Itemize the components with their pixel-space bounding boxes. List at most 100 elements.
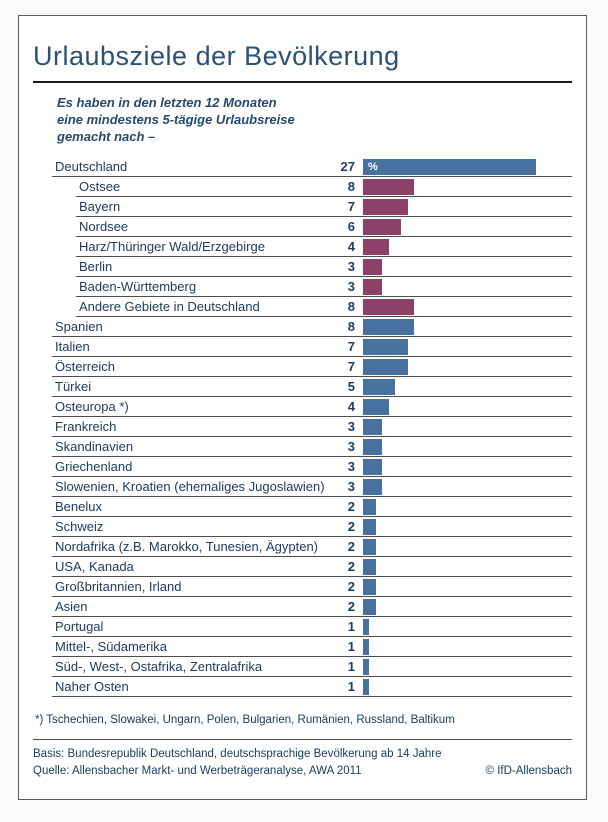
row-label: Asien [55, 599, 88, 614]
row-bar [363, 578, 376, 595]
row-bar-track [363, 438, 572, 455]
row-bar-track [363, 498, 572, 515]
row-label: Andere Gebiete in Deutschland [79, 299, 260, 314]
row-value: 3 [347, 439, 355, 454]
chart-row: Italien 7 [52, 337, 572, 357]
chart-row: Berlin 3 [76, 257, 572, 277]
row-value: 7 [347, 199, 355, 214]
row-bar-track [363, 338, 572, 355]
percent-sign: % [368, 160, 378, 173]
copyright-text: © IfD-Allensbach [485, 765, 572, 777]
row-label: Italien [55, 339, 90, 354]
chart-subtitle: Es haben in den letzten 12 Monaten eine … [57, 95, 295, 144]
row-value: 2 [347, 559, 355, 574]
chart-row: Asien 2 [52, 597, 572, 617]
row-value: 2 [347, 499, 355, 514]
row-bar-track [363, 178, 572, 195]
row-label: Berlin [79, 259, 113, 274]
row-bar-track [363, 218, 572, 235]
chart-row: Süd-, West-, Ostafrika, Zentralafrika 1 [52, 657, 572, 677]
chart-row: Slowenien, Kroatien (ehemaliges Jugoslaw… [52, 477, 572, 497]
chart-row: Frankreich 3 [52, 417, 572, 437]
chart-row: Schweiz 2 [52, 517, 572, 537]
row-value: 2 [347, 579, 355, 594]
row-bar-track [363, 538, 572, 555]
row-bar [363, 298, 415, 315]
row-bar [363, 438, 383, 455]
row-bar [363, 258, 383, 275]
row-label: Türkei [55, 379, 92, 394]
row-label: Nordsee [79, 219, 129, 234]
row-value: 1 [347, 679, 355, 694]
row-bar-track [363, 358, 572, 375]
chart-row: Baden-Württemberg 3 [76, 277, 572, 297]
row-bar-track [363, 458, 572, 475]
row-value: 4 [347, 239, 355, 254]
chart-row: Ostsee 8 [76, 177, 572, 197]
row-value: 8 [347, 319, 355, 334]
row-bar-track [363, 278, 572, 295]
row-bar-track [363, 638, 572, 655]
chart-row: Benelux 2 [52, 497, 572, 517]
row-bar [363, 238, 389, 255]
row-bar-track [363, 658, 572, 675]
row-bar [363, 558, 376, 575]
row-bar [363, 338, 408, 355]
row-bar-track [363, 598, 572, 615]
row-value: 3 [347, 479, 355, 494]
chart-row: Spanien 8 [52, 317, 572, 337]
chart-row: Großbritannien, Irland 2 [52, 577, 572, 597]
row-bar [363, 278, 383, 295]
row-bar-track [363, 378, 572, 395]
row-bar [363, 618, 370, 635]
row-label: Naher Osten [55, 679, 129, 694]
row-value: 3 [347, 419, 355, 434]
row-bar [363, 598, 376, 615]
row-label: Mittel-, Südamerika [55, 639, 167, 654]
row-value: 8 [347, 179, 355, 194]
chart-row: Türkei 5 [52, 377, 572, 397]
row-bar [363, 658, 370, 675]
row-bar-track [363, 258, 572, 275]
chart-row: Naher Osten 1 [52, 677, 572, 697]
row-bar-track [363, 238, 572, 255]
row-bar-track [363, 478, 572, 495]
row-bar [363, 398, 389, 415]
row-value: 7 [347, 359, 355, 374]
chart-row: Harz/Thüringer Wald/Erzgebirge 4 [76, 237, 572, 257]
row-bar-track [363, 518, 572, 535]
row-value: 1 [347, 619, 355, 634]
row-label: Griechenland [55, 459, 133, 474]
row-value: 6 [347, 219, 355, 234]
row-label: Süd-, West-, Ostafrika, Zentralafrika [55, 659, 263, 674]
row-label: Portugal [55, 619, 104, 634]
row-label: Großbritannien, Irland [55, 579, 182, 594]
row-bar-track [363, 318, 572, 335]
chart-row: Nordsee 6 [76, 217, 572, 237]
row-label: Spanien [55, 319, 103, 334]
row-bar: % [363, 158, 536, 175]
row-value: 7 [347, 339, 355, 354]
row-bar [363, 478, 383, 495]
row-bar [363, 198, 408, 215]
row-label: Skandinavien [55, 439, 134, 454]
row-label: Frankreich [55, 419, 117, 434]
row-label: Benelux [55, 499, 102, 514]
chart-row: Mittel-, Südamerika 1 [52, 637, 572, 657]
row-bar [363, 318, 415, 335]
row-value: 5 [347, 379, 355, 394]
chart-row: USA, Kanada 2 [52, 557, 572, 577]
chart-row: Skandinavien 3 [52, 437, 572, 457]
row-label: Nordafrika (z.B. Marokko, Tunesien, Ägyp… [55, 539, 319, 554]
row-label: Slowenien, Kroatien (ehemaliges Jugoslaw… [55, 479, 325, 494]
row-value: 2 [347, 599, 355, 614]
row-bar-track [363, 558, 572, 575]
holiday-destinations-bar-chart: Deutschland 2 7 % Ostsee 8 Bayern 7 Nords… [33, 157, 572, 697]
source-text: Quelle: Allensbacher Markt- und Werbeträ… [33, 765, 362, 777]
row-label: Bayern [79, 199, 121, 214]
header: Urlaubsziele der Bevölkerung [33, 40, 572, 83]
row-value: 3 [347, 259, 355, 274]
footnote: *) Tschechien, Slowakei, Ungarn, Polen, … [35, 714, 455, 726]
row-bar [363, 518, 376, 535]
row-label: Deutschland [55, 159, 128, 174]
